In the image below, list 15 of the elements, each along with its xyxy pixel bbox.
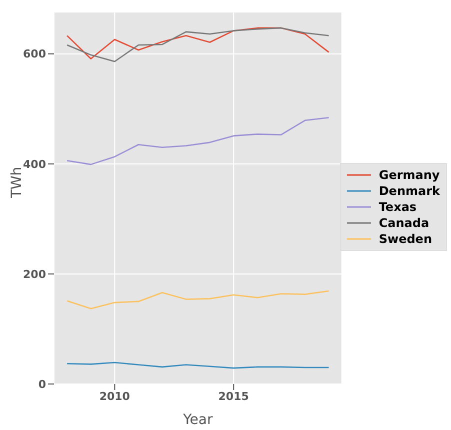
legend-label: Denmark <box>378 183 440 199</box>
line-series <box>66 117 330 166</box>
legend-label: Canada <box>378 215 430 231</box>
legend-label: Sweden <box>378 231 432 247</box>
x-tick-label: 2015 <box>218 390 249 403</box>
line-series <box>66 290 330 310</box>
x-tick-label: 2010 <box>99 390 130 403</box>
y-axis-title: TWh <box>8 166 25 199</box>
legend-label: Texas <box>378 199 417 215</box>
y-tick-label: 200 <box>23 268 46 281</box>
y-tick-label: 600 <box>23 48 46 61</box>
x-axis-title: Year <box>182 412 213 428</box>
legend-label: Germany <box>378 167 440 183</box>
y-tick-label: 400 <box>23 158 46 171</box>
y-tick-label: 0 <box>38 378 46 391</box>
